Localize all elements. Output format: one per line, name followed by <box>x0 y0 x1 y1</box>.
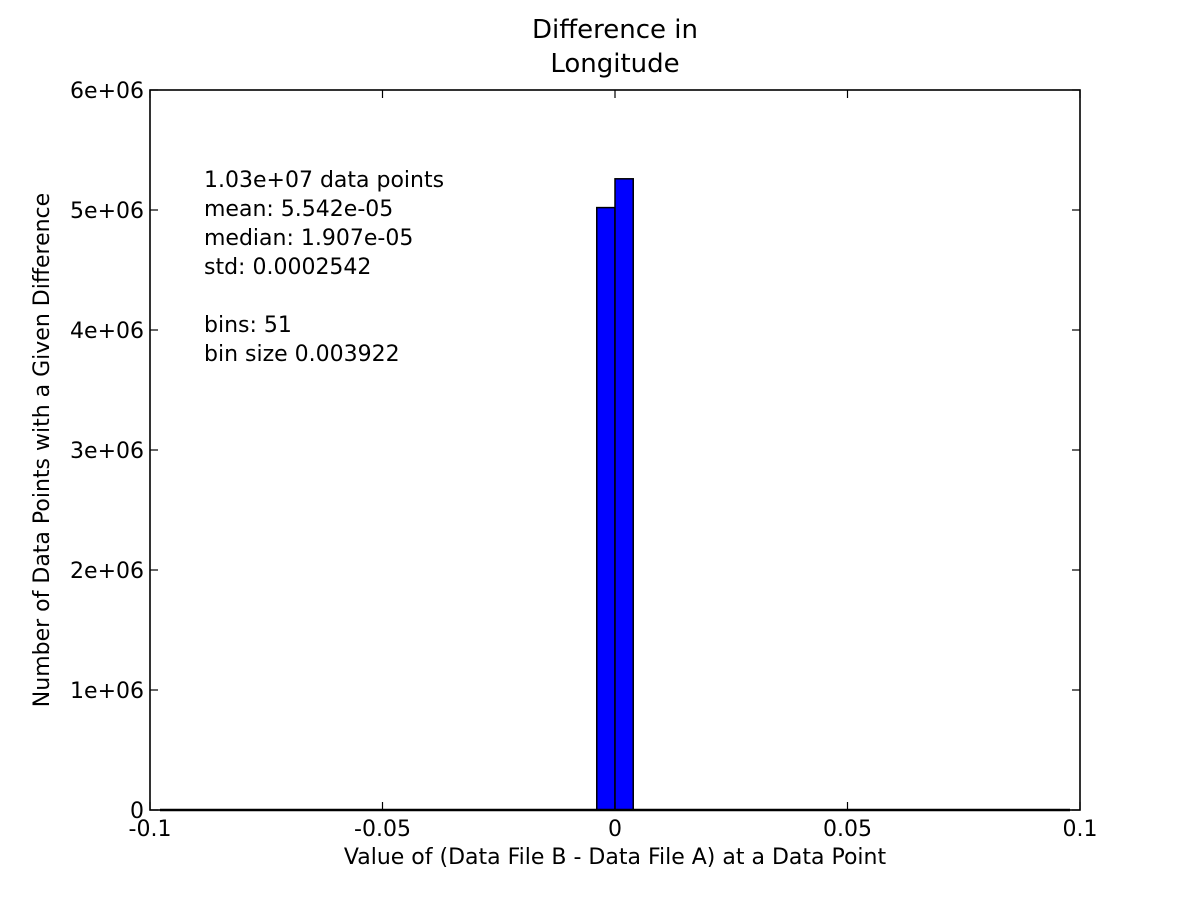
stats-line: mean: 5.542e-05 <box>204 197 393 222</box>
histogram-bar-0 <box>596 206 616 811</box>
stats-line: 1.03e+07 data points <box>204 168 444 193</box>
ticks-group: -0.1 -0.05 0 0.05 0.1 0 1e+06 2e+06 3e+06 4e+06 5e… <box>70 79 1097 842</box>
x-tick-label: -0.05 <box>354 817 411 842</box>
plot-frame <box>149 89 1081 811</box>
y-tick-label: 6e+06 <box>70 79 144 104</box>
histogram-bar-1 <box>614 178 634 811</box>
y-tick-label: 3e+06 <box>70 439 144 464</box>
x-tick-label: 0.1 <box>1063 817 1098 842</box>
stats-annotation: 1.03e+07 data points mean: 5.542e-05 media… <box>204 168 444 367</box>
y-tick-label: 2e+06 <box>70 559 144 584</box>
x-tick-label: 0.05 <box>823 817 872 842</box>
stats-line: std: 0.0002542 <box>204 255 371 280</box>
bars-group <box>596 178 634 811</box>
x-axis-label: Value of (Data File B - Data File A) at … <box>344 845 887 870</box>
chart-title-line-2: Longitude <box>550 49 679 79</box>
y-tick-label: 0 <box>130 799 144 824</box>
x-tick-label: -0.1 <box>129 817 172 842</box>
y-tick-label: 1e+06 <box>70 679 144 704</box>
stats-line: bins: 51 <box>204 313 292 338</box>
stats-line: median: 1.907e-05 <box>204 226 413 251</box>
chart-title-line-1: Difference in <box>532 15 698 45</box>
y-axis-label: Number of Data Points with a Given Diffe… <box>30 193 55 707</box>
stats-line: bin size 0.003922 <box>204 342 400 367</box>
y-tick-label: 4e+06 <box>70 319 144 344</box>
y-tick-label: 5e+06 <box>70 199 144 224</box>
x-tick-label: 0 <box>608 817 622 842</box>
